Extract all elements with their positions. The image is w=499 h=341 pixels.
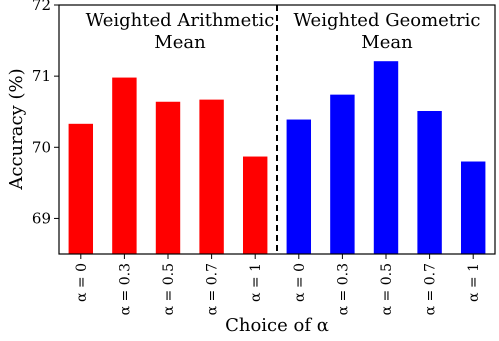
bar-5 [242,156,268,254]
bar-4 [199,99,224,255]
x-tick-label: α = 0.5 [161,263,177,315]
bar-1 [68,123,94,255]
y-axis-label: Accuracy (%) [6,68,27,190]
y-tick-label: 69 [32,209,51,227]
x-tick-label: α = 1 [466,263,482,302]
x-tick-label: α = 0.5 [379,263,395,315]
bar-2 [112,77,137,255]
bar-9 [417,111,442,254]
y-tick-label: 72 [32,0,51,14]
bar-10 [460,161,486,254]
x-tick-label: α = 0 [74,263,90,302]
y-axis-ticks: 69 70 71 72 [32,0,59,227]
annotation-right-line2: Mean [361,32,413,53]
bar-7 [330,94,355,254]
x-tick-label: α = 0.7 [423,263,439,315]
bar-8 [373,61,399,255]
annotation-left-line1: Weighted Arithmetic [86,10,275,31]
bars [68,61,486,255]
x-tick-label: α = 0 [292,263,308,302]
x-tick-label: α = 0.3 [117,263,133,315]
y-tick-label: 71 [32,67,51,85]
x-tick-label: α = 0.7 [205,263,221,315]
y-tick-label: 70 [32,138,51,156]
bar-6 [286,119,312,254]
bar-3 [155,101,181,254]
x-axis-label: Choice of α [225,315,329,336]
x-tick-label: α = 1 [248,263,264,302]
x-axis-ticks: α = 0 α = 0.3 α = 0.5 α = 0.7 α = 1 α = 0 α = … [74,254,482,315]
annotation-right-line1: Weighted Geometric [294,10,481,31]
annotation-left-line2: Mean [154,32,206,53]
x-tick-label: α = 0.3 [335,263,351,315]
plot-frame [58,4,496,255]
